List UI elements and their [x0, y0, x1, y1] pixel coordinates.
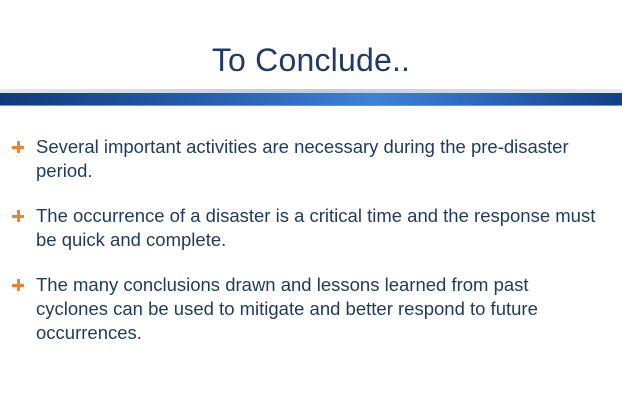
bullet-text: The many conclusions drawn and lessons l…: [36, 274, 538, 343]
slide-title: To Conclude..: [211, 42, 411, 78]
bullet-list: Several important activities are necessa…: [12, 135, 602, 366]
plus-icon: [12, 141, 24, 153]
title-band-highlight: [0, 89, 622, 93]
bullet-text: Several important activities are necessa…: [36, 136, 569, 181]
bullet-text: The occurrence of a disaster is a critic…: [36, 205, 596, 250]
bullet-item: Several important activities are necessa…: [12, 135, 602, 183]
title-band-divider: [0, 105, 622, 106]
plus-icon: [12, 210, 24, 222]
title-band: [0, 93, 622, 105]
plus-icon: [12, 279, 24, 291]
bullet-item: The occurrence of a disaster is a critic…: [12, 204, 602, 252]
bullet-item: The many conclusions drawn and lessons l…: [12, 273, 602, 345]
